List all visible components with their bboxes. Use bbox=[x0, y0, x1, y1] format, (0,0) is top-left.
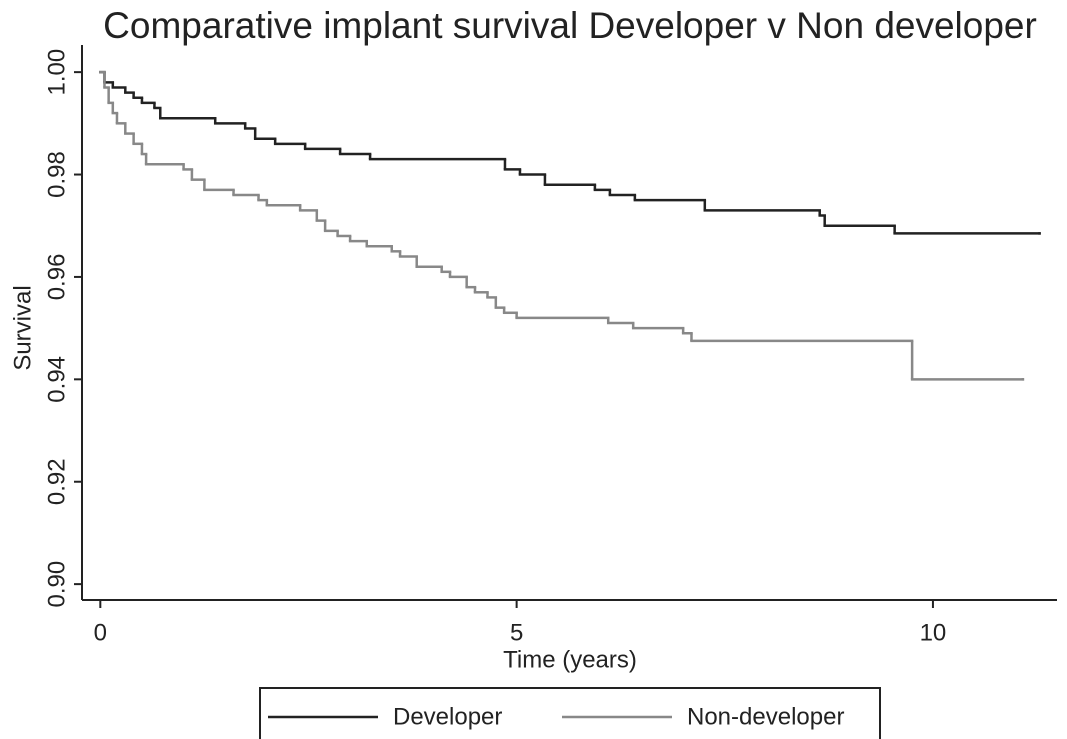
legend-label: Non-developer bbox=[687, 703, 844, 730]
y-tick-label: 1.00 bbox=[43, 49, 70, 96]
x-tick-label: 10 bbox=[920, 619, 947, 646]
chart-title: Comparative implant survival Developer v… bbox=[103, 5, 1037, 46]
y-tick-label: 0.92 bbox=[43, 458, 70, 505]
y-axis-label: Survival bbox=[9, 285, 36, 370]
y-tick-label: 0.94 bbox=[43, 356, 70, 403]
x-tick-label: 5 bbox=[510, 619, 523, 646]
y-tick-label: 0.90 bbox=[43, 561, 70, 608]
legend-box bbox=[259, 687, 881, 739]
legend-label: Developer bbox=[393, 703, 502, 730]
x-axis-label: Time (years) bbox=[503, 646, 637, 673]
y-tick-label: 0.98 bbox=[43, 151, 70, 198]
y-tick-label: 0.96 bbox=[43, 254, 70, 301]
x-tick-label: 0 bbox=[94, 619, 107, 646]
